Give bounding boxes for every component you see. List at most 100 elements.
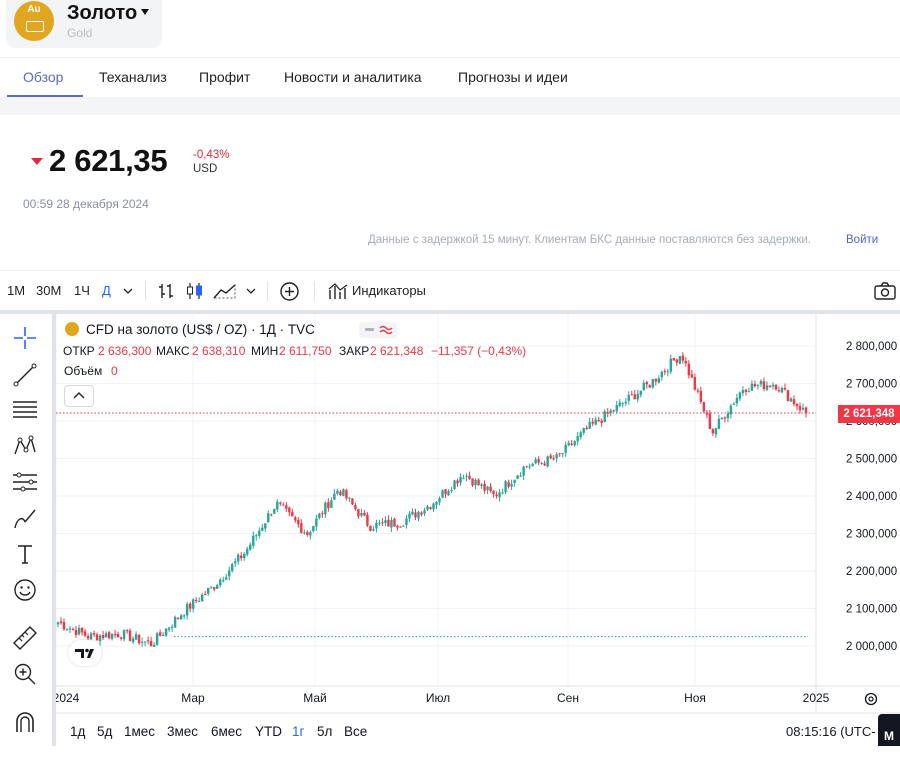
candle-body	[170, 626, 174, 628]
interval-1h[interactable]: 1Ч	[74, 283, 90, 298]
interval-day[interactable]: Д	[102, 283, 111, 298]
candle-body	[804, 407, 808, 414]
price-change: -0,43%	[193, 149, 230, 161]
pattern-icon[interactable]	[11, 432, 39, 460]
candle-body	[327, 502, 330, 509]
candle-body	[522, 466, 525, 476]
candle-body	[744, 389, 748, 392]
interval-30m[interactable]: 30М	[36, 283, 62, 298]
tab-forecasts[interactable]: Прогнозы и идеи	[458, 69, 568, 85]
tv-logo-icon	[75, 648, 94, 658]
area-chart-icon[interactable]	[212, 281, 238, 301]
candle-body	[68, 628, 72, 630]
x-tick-label: Май	[303, 691, 327, 705]
candle-body	[360, 512, 363, 516]
legend-toggle[interactable]	[359, 322, 397, 338]
candle-body	[780, 387, 784, 393]
chevron-down-icon[interactable]	[122, 286, 134, 296]
candle-body	[182, 615, 186, 617]
candle-body	[194, 599, 198, 602]
candle-body	[699, 390, 703, 402]
indicators-button[interactable]: Индикаторы	[352, 283, 426, 298]
divider	[0, 270, 900, 271]
close-value: 2 621,348	[370, 344, 424, 358]
range-1y[interactable]: 1г	[292, 724, 305, 739]
compare-plus-icon[interactable]	[279, 281, 300, 302]
magnet-icon[interactable]	[11, 708, 39, 736]
bar-chart-type-icon[interactable]	[156, 281, 176, 301]
fib-icon[interactable]	[11, 396, 39, 424]
gear-icon-center	[868, 696, 874, 702]
text-icon[interactable]	[11, 540, 39, 568]
side-tab[interactable]: М	[878, 714, 900, 746]
candle-body	[783, 387, 787, 390]
trend-line-icon[interactable]	[11, 361, 39, 389]
high-label: МАКС	[156, 344, 190, 358]
prediction-icon[interactable]	[11, 468, 39, 496]
tab-tech-analysis[interactable]: Теханализ	[99, 69, 167, 85]
emoji-icon[interactable]	[11, 576, 39, 604]
candle-body	[468, 475, 471, 480]
range-1m[interactable]: 1мес	[124, 724, 156, 739]
candle-body	[765, 385, 769, 390]
clock[interactable]: 08:15:16 (UTC-	[786, 724, 876, 739]
candle-body	[426, 506, 429, 510]
candle-body	[456, 480, 459, 484]
range-5y[interactable]: 5л	[317, 724, 333, 739]
range-3m[interactable]: 3мес	[167, 724, 199, 739]
x-tick-label: Мар	[181, 691, 205, 705]
candle-body	[687, 363, 691, 376]
candle-body	[738, 392, 742, 399]
candle-body	[768, 385, 772, 387]
ruler-icon[interactable]	[11, 624, 39, 652]
range-all[interactable]: Все	[344, 724, 368, 739]
candle-body	[459, 477, 462, 483]
candle-body	[759, 380, 763, 385]
logo-text: Au	[27, 4, 41, 15]
candle-body	[390, 519, 393, 528]
tab-profit[interactable]: Профит	[199, 69, 251, 85]
tradingview-logo[interactable]	[68, 640, 102, 666]
candle-body	[462, 477, 465, 479]
candle-body	[95, 634, 99, 641]
interval-1m[interactable]: 1М	[7, 283, 26, 298]
gear-icon	[864, 692, 878, 706]
candle-body	[255, 535, 258, 537]
candle-body	[402, 525, 405, 527]
volume-label: Объём	[64, 364, 103, 378]
range-6m[interactable]: 6мес	[211, 724, 243, 739]
candle-body	[149, 641, 153, 647]
collapse-legend-button[interactable]	[64, 385, 94, 407]
candles-icon[interactable]	[184, 281, 206, 301]
chevron-down-icon[interactable]	[245, 286, 257, 296]
indicators-icon[interactable]	[327, 281, 349, 301]
zoom-icon[interactable]	[11, 660, 39, 688]
candle-body	[378, 522, 381, 524]
candle-body	[675, 359, 679, 363]
candle-body	[702, 402, 706, 412]
range-5d[interactable]: 5д	[97, 724, 113, 739]
candle-body	[219, 579, 222, 586]
candle-body	[621, 403, 624, 405]
range-ytd[interactable]: YTD	[255, 724, 282, 739]
candle-body	[501, 492, 504, 494]
currency: USD	[193, 163, 218, 175]
crosshair-icon[interactable]	[11, 324, 39, 352]
candle-body	[753, 383, 757, 387]
instrument-title[interactable]: Золото	[67, 2, 138, 24]
candle-body	[633, 394, 636, 400]
candle-body	[56, 622, 60, 625]
chevron-down-icon[interactable]	[141, 9, 149, 15]
tab-news[interactable]: Новости и аналитика	[284, 69, 422, 85]
candle-body	[684, 360, 688, 364]
x-tick-label: 2024	[56, 691, 80, 705]
candle-body	[651, 379, 654, 388]
candle-body	[564, 444, 567, 453]
range-1d[interactable]: 1д	[70, 724, 86, 739]
camera-icon[interactable]	[873, 281, 897, 301]
tab-overview[interactable]: Обзор	[23, 69, 64, 85]
x-tick-label: Июл	[426, 691, 450, 705]
brush-icon[interactable]	[11, 504, 39, 532]
login-link[interactable]: Войти	[846, 234, 879, 246]
